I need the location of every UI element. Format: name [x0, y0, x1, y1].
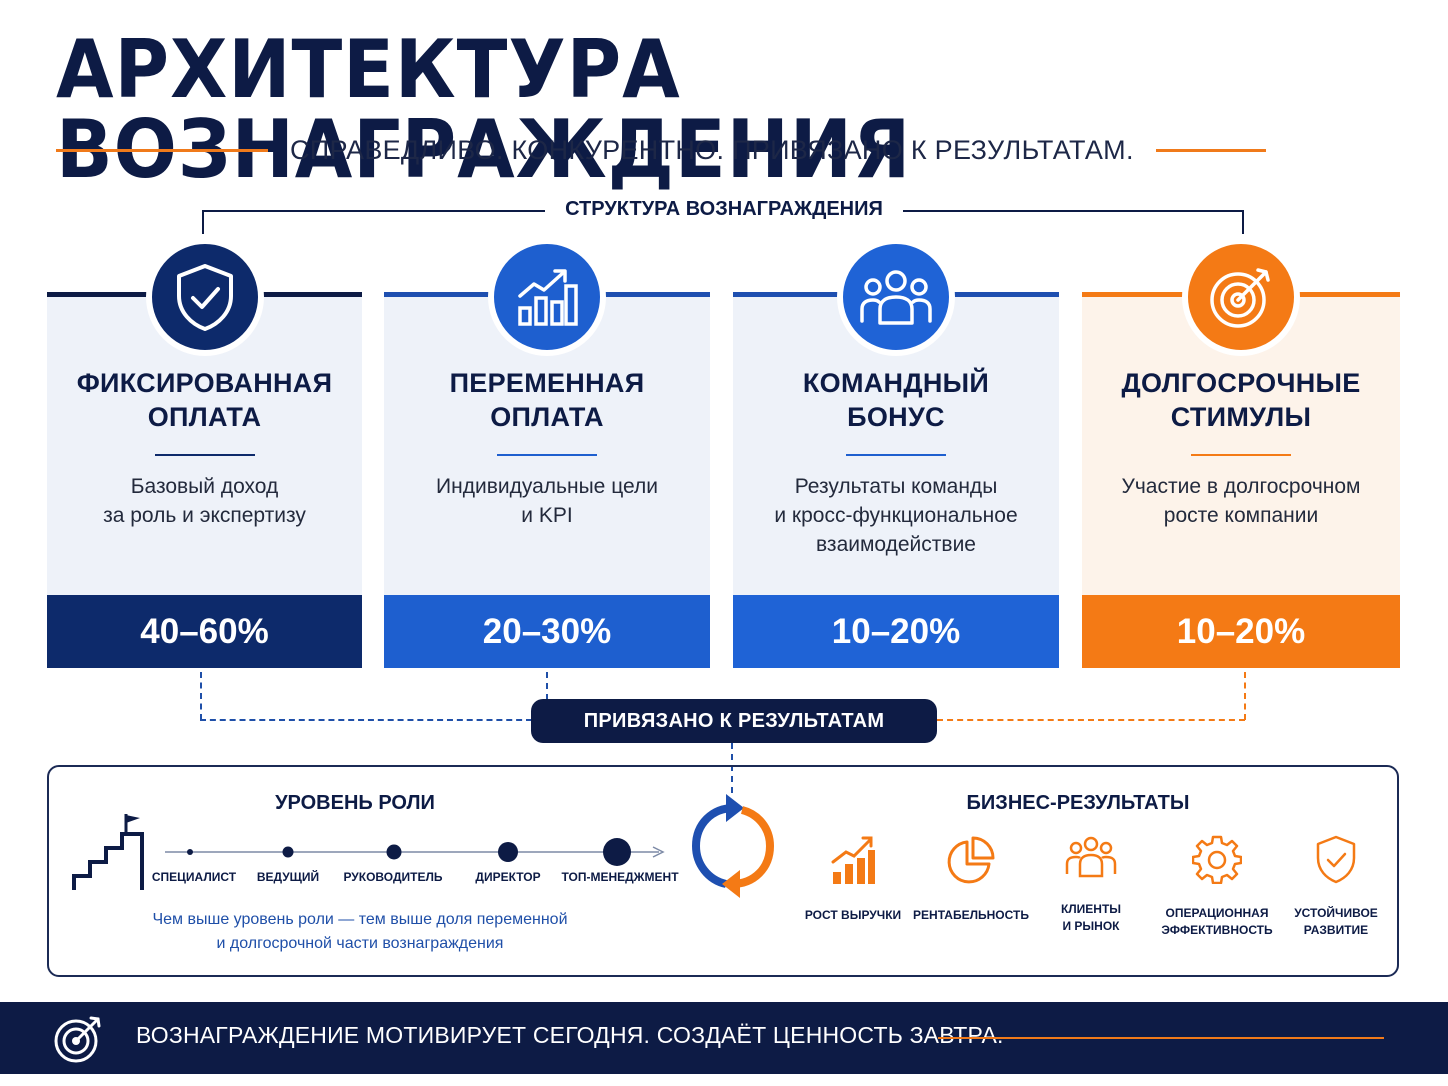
- card-team-bonus: КОМАНДНЫЙ БОНУС Результаты команды и кросс…: [733, 238, 1059, 668]
- title-rule: [497, 454, 597, 456]
- connector: [546, 672, 548, 700]
- connector: [731, 743, 733, 793]
- card-description: Результаты команды и кросс-функциональное…: [774, 475, 1018, 556]
- cycle-icon: [691, 794, 775, 898]
- shield-check-icon: [1316, 835, 1356, 884]
- role-label-top-management: ТОП-МЕНЕДЖМЕНТ: [561, 870, 679, 884]
- divider: [56, 148, 268, 152]
- structure-label: СТРУКТУРА ВОЗНАГРАЖДЕНИЯ: [545, 198, 903, 220]
- biz-item-operational-efficiency: ОПЕРАЦИОННАЯ ЭФФЕКТИВНОСТЬ: [1152, 834, 1282, 939]
- subtitle: СПРАВЕДЛИВО. КОНКУРЕНТНО. ПРИВЯЗАНО К РЕ…: [290, 134, 1134, 165]
- revenue-growth-icon: [831, 836, 875, 884]
- card-title: ДОЛГОСРОЧНЫЕ СТИМУЛЫ: [1121, 368, 1361, 432]
- biz-item-clients-market: КЛИЕНТЫ И РЫНОК: [1026, 834, 1156, 935]
- card-fixed-pay: ФИКСИРОВАННАЯ ОПЛАТА Базовый доход за роль…: [47, 238, 362, 668]
- connector: [937, 719, 1245, 721]
- bottom-panel: [47, 765, 1399, 977]
- biz-item-revenue-growth: РОСТ ВЫРУЧКИ: [788, 834, 918, 924]
- team-icon: [860, 270, 932, 325]
- career-stairs-icon: [72, 814, 144, 890]
- title-rule: [846, 454, 946, 456]
- biz-item-sustainable-development: УСТОЙЧИВОЕ РАЗВИТИЕ: [1271, 834, 1401, 939]
- role-level-arrow: [165, 846, 665, 858]
- card-title: ФИКСИРОВАННАЯ ОПЛАТА: [76, 368, 333, 432]
- pie-chart-icon: [947, 836, 995, 884]
- card-description: Базовый доход за роль и экспертизу: [103, 475, 306, 527]
- connector: [200, 719, 532, 721]
- target-icon: [54, 1016, 101, 1063]
- card-icon-circle: [145, 238, 264, 356]
- target-icon: [1210, 268, 1270, 328]
- card-icon-circle: [488, 238, 606, 356]
- role-label-specialist: СПЕЦИАЛИСТ: [151, 870, 237, 884]
- role-level-heading: УРОВЕНЬ РОЛИ: [275, 792, 435, 814]
- subtitle-row: СПРАВЕДЛИВО. КОНКУРЕНТНО. ПРИВЯЗАНО К РЕ…: [56, 128, 1266, 172]
- role-dot: [603, 838, 631, 866]
- title-rule: [154, 454, 255, 456]
- card-title: КОМАНДНЫЙ БОНУС: [802, 368, 990, 432]
- card-percent: 20–30%: [384, 595, 710, 668]
- role-dot: [386, 844, 402, 860]
- business-results-heading: БИЗНЕС-РЕЗУЛЬТАТЫ: [966, 792, 1190, 814]
- role-label-manager: РУКОВОДИТЕЛЬ: [343, 870, 443, 884]
- card-icon-circle: [837, 238, 955, 356]
- page-title: АРХИТЕКТУРА ВОЗНАГРАЖДЕНИЯ: [56, 23, 912, 196]
- card-percent: 10–20%: [733, 595, 1059, 668]
- role-label-director: ДИРЕКТОР: [475, 870, 541, 884]
- card-percent: 40–60%: [47, 595, 362, 668]
- divider: [938, 1037, 1384, 1039]
- card-percent: 10–20%: [1082, 595, 1400, 668]
- footer-tagline: ВОЗНАГРАЖДЕНИЕ МОТИВИРУЕТ СЕГОДНЯ. СОЗДА…: [136, 1022, 1004, 1048]
- role-dot: [498, 842, 518, 862]
- shield-check-icon: [176, 264, 233, 331]
- structure-heading: СТРУКТУРА ВОЗНАГРАЖДЕНИЯ: [0, 198, 1448, 221]
- connector: [1244, 672, 1246, 720]
- card-description: Участие в долгосрочном росте компании: [1121, 475, 1361, 527]
- growth-chart-icon: [518, 269, 578, 326]
- results-pill: ПРИВЯЗАНО К РЕЗУЛЬТАТАМ: [531, 699, 937, 743]
- gear-icon: [1191, 835, 1243, 885]
- divider: [1155, 148, 1266, 152]
- role-label-lead: ВЕДУЩИЙ: [256, 870, 320, 884]
- title-rule: [1191, 454, 1291, 456]
- card-long-term-incentives: ДОЛГОСРОЧНЫЕ СТИМУЛЫ Участие в долгосрочн…: [1082, 238, 1400, 668]
- card-variable-pay: ПЕРЕМЕННАЯ ОПЛАТА Индивидуальные цели и KP…: [384, 238, 710, 668]
- biz-item-profitability: РЕНТАБЕЛЬНОСТЬ: [906, 834, 1036, 924]
- role-note: Чем выше уровень роли — тем выше доля пе…: [152, 911, 568, 952]
- card-title: ПЕРЕМЕННАЯ ОПЛАТА: [449, 368, 645, 432]
- clients-icon: [1065, 836, 1117, 878]
- card-icon-circle: [1182, 238, 1300, 356]
- connector: [200, 672, 202, 720]
- card-description: Индивидуальные цели и KPI: [436, 475, 658, 527]
- role-dot: [187, 849, 193, 855]
- role-dot: [282, 846, 294, 858]
